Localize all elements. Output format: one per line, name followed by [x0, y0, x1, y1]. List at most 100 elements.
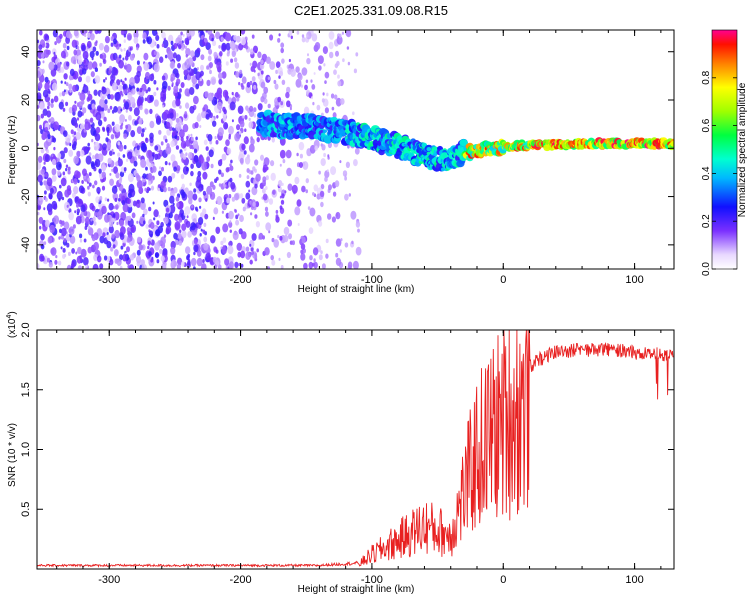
spectrogram-speckle	[106, 240, 112, 249]
spectrogram-speckle	[196, 47, 201, 54]
spectrogram-speckle	[199, 77, 202, 82]
spectrogram-speckle	[270, 255, 275, 261]
spectrogram-speckle	[123, 47, 126, 52]
spectrogram-speckle	[145, 224, 149, 229]
spectrogram-speckle	[339, 249, 342, 253]
spectrogram-speckle	[149, 120, 155, 129]
spectrogram-speckle	[170, 154, 176, 162]
spectrogram-speckle	[236, 124, 241, 131]
spectrogram-speckle	[174, 221, 181, 230]
spectrogram-speckle	[45, 197, 48, 202]
spectrogram-speckle	[62, 42, 67, 49]
spectrogram-speckle	[186, 215, 189, 219]
spectrogram-speckle	[324, 176, 328, 182]
spectrogram-speckle	[51, 82, 58, 91]
spectrogram-speckle	[78, 198, 82, 204]
spectrogram-speckle	[176, 202, 180, 208]
spectrogram-speckle	[285, 91, 290, 99]
spectrogram-speckle	[201, 110, 206, 119]
x-tick-label: -200	[230, 574, 252, 586]
spectrogram-speckle	[87, 227, 94, 236]
spectrogram-speckle	[65, 30, 72, 39]
spectrogram-x-label: Height of straight line (km)	[298, 284, 415, 295]
spectrogram-speckle	[323, 63, 326, 67]
spectrogram-speckle	[193, 238, 198, 245]
spectrogram-speckle	[271, 137, 275, 143]
spectrogram-speckle	[71, 248, 75, 254]
spectrogram-speckle	[246, 81, 251, 88]
spectrogram-speckle	[212, 120, 217, 127]
spectrogram-speckle	[91, 103, 96, 110]
spectrogram-speckle	[238, 228, 243, 235]
spectrogram-speckle	[77, 179, 80, 184]
spectrogram-speckle	[202, 259, 205, 263]
spectrogram-speckle	[182, 154, 187, 160]
spectrogram-speckle	[156, 44, 160, 49]
spectrogram-speckle	[200, 35, 204, 40]
spectrogram-speckle	[66, 45, 70, 51]
spectrogram-speckle	[225, 193, 229, 198]
spectrogram-speckle	[127, 215, 132, 221]
spectrogram-speckle	[238, 81, 241, 86]
spectrogram-speckle	[102, 52, 105, 56]
spectrogram-speckle	[286, 100, 291, 108]
spectrogram-speckle	[131, 212, 136, 219]
spectrogram-speckle	[127, 151, 133, 160]
spectrogram-speckle	[255, 173, 261, 182]
spectrogram-speckle	[94, 180, 98, 186]
spectrogram-speckle	[105, 77, 107, 81]
spectrogram-speckle	[72, 143, 75, 149]
spectrogram-speckle	[277, 180, 283, 187]
spectrogram-speckle	[236, 242, 243, 251]
spectrogram-speckle	[119, 43, 122, 47]
spectrogram-speckle	[127, 265, 130, 269]
spectrogram-speckle	[160, 93, 164, 98]
spectrogram-speckle	[37, 82, 43, 89]
spectrogram-speckle	[150, 64, 153, 68]
spectrogram-speckle	[85, 155, 92, 165]
spectrogram-speckle	[209, 181, 214, 188]
spectrogram-speckle	[136, 87, 140, 92]
spectrogram-speckle	[289, 107, 292, 111]
spectrogram-ridge-cell	[401, 142, 406, 147]
spectrogram-speckle	[249, 243, 252, 247]
spectrogram-speckle	[144, 78, 148, 84]
spectrogram-speckle	[231, 196, 236, 202]
spectrogram-speckle	[179, 129, 185, 139]
spectrogram-speckle	[187, 231, 192, 238]
spectrogram-speckle	[347, 261, 353, 269]
spectrogram-speckle	[345, 161, 350, 168]
spectrogram-speckle	[143, 52, 149, 61]
spectrogram-speckle	[310, 79, 313, 83]
spectrogram-speckle	[357, 228, 360, 233]
spectrogram-speckle	[199, 205, 202, 209]
spectrogram-speckle	[229, 40, 236, 50]
spectrogram-speckle	[80, 123, 85, 130]
spectrogram-speckle	[159, 166, 162, 170]
spectrogram-speckle	[342, 170, 348, 177]
spectrogram-speckle	[279, 163, 282, 167]
spectrogram-speckle	[95, 111, 102, 121]
spectrogram-speckle	[314, 42, 321, 50]
spectrogram-speckle	[62, 171, 66, 176]
spectrogram-speckle	[111, 148, 114, 152]
spectrogram-speckle	[91, 162, 96, 170]
spectrogram-speckle	[148, 180, 152, 186]
spectrogram-speckle	[64, 81, 67, 85]
spectrogram-speckle	[123, 167, 127, 172]
x-tick-label: 0	[500, 274, 506, 286]
spectrogram-speckle	[309, 207, 316, 217]
spectrogram-speckle	[99, 196, 103, 201]
y-tick-label: 1.5	[20, 382, 32, 397]
spectrogram-speckle	[59, 184, 62, 189]
spectrogram-speckle	[170, 73, 176, 81]
spectrogram-speckle	[139, 105, 143, 111]
spectrogram-speckle	[37, 262, 40, 269]
spectrogram-speckle	[281, 58, 285, 64]
spectrogram-speckle	[257, 72, 260, 77]
spectrogram-speckle	[196, 249, 202, 257]
spectrogram-speckle	[76, 117, 80, 121]
spectrogram-speckle	[244, 115, 248, 120]
spectrogram-speckle	[288, 233, 292, 240]
spectrogram-speckle	[269, 61, 276, 70]
